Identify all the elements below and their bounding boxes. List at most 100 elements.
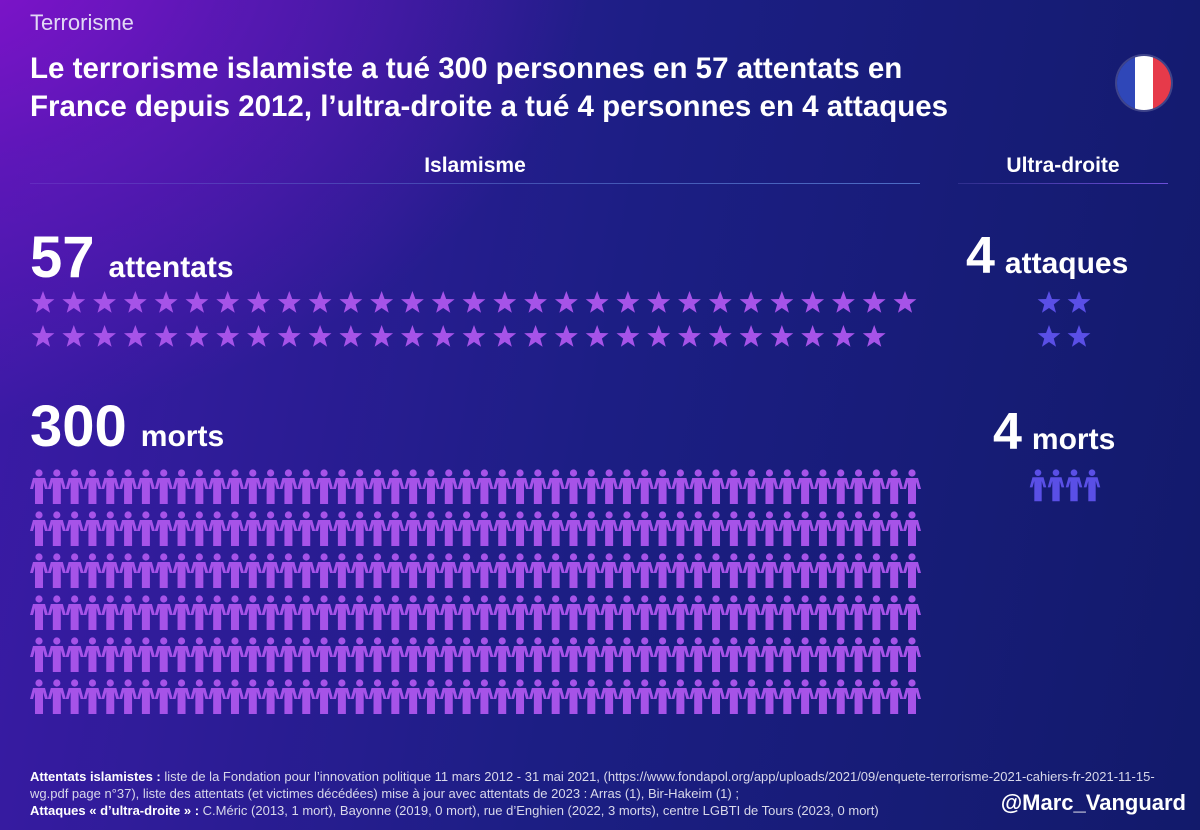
islamisme-death-person — [903, 637, 921, 672]
islamisme-death-person — [350, 469, 369, 504]
islamisme-death-person — [190, 553, 209, 588]
islamisme-death-person — [350, 595, 369, 630]
islamisme-death-person — [243, 553, 262, 588]
islamisme-attack-star — [801, 291, 825, 313]
islamisme-death-person — [849, 637, 868, 672]
islamisme-death-person — [831, 679, 850, 714]
islamisme-death-person — [546, 679, 565, 714]
islamisme-attack-star — [308, 291, 332, 313]
islamisme-attack-star — [277, 291, 301, 313]
islamisme-deaths-label: morts — [140, 420, 225, 453]
islamisme-death-person — [475, 553, 494, 588]
islamisme-attack-star — [339, 325, 363, 347]
ultra-droite-death-person — [1047, 469, 1065, 502]
islamisme-death-person — [511, 595, 530, 630]
islamisme-death-person — [439, 469, 458, 504]
islamisme-death-person — [546, 553, 565, 588]
islamisme-attacks-label: attentats — [108, 251, 234, 284]
islamisme-death-person — [778, 679, 797, 714]
islamisme-death-person — [707, 679, 726, 714]
islamisme-attack-star — [832, 291, 855, 313]
islamisme-attack-star — [801, 325, 825, 347]
islamisme-death-person — [457, 595, 476, 630]
islamisme-death-person — [528, 637, 547, 672]
islamisme-death-person — [119, 469, 138, 504]
islamisme-death-person — [724, 595, 743, 630]
islamisme-death-person — [707, 511, 726, 546]
islamisme-death-person — [707, 553, 726, 588]
islamisme-death-person — [653, 553, 672, 588]
islamisme-death-person — [796, 595, 815, 630]
islamisme-death-person — [457, 511, 476, 546]
islamisme-death-person — [315, 637, 334, 672]
islamisme-attack-star — [370, 325, 394, 347]
islamisme-death-person — [635, 553, 654, 588]
islamisme-attack-star — [31, 325, 55, 347]
islamisme-death-person — [350, 553, 369, 588]
islamisme-death-person — [208, 679, 227, 714]
islamisme-death-person — [154, 679, 173, 714]
islamisme-attack-star — [862, 291, 886, 313]
islamisme-death-person — [404, 637, 423, 672]
sources-footer: Attentats islamistes : liste de la Fonda… — [30, 768, 1190, 819]
islamisme-death-person — [30, 679, 48, 714]
islamisme-death-person — [671, 511, 690, 546]
ultra-droite-attacks-number: 4 — [966, 227, 995, 285]
islamisme-death-person — [778, 595, 797, 630]
islamisme-attack-star — [708, 291, 732, 313]
islamisme-death-person — [689, 511, 708, 546]
islamisme-death-person — [261, 637, 280, 672]
islamisme-death-person — [831, 553, 850, 588]
islamisme-death-person — [493, 511, 512, 546]
islamisme-death-person — [30, 553, 48, 588]
islamisme-death-person — [47, 553, 66, 588]
islamisme-death-person — [564, 595, 583, 630]
islamisme-death-person — [368, 511, 387, 546]
islamisme-death-person — [849, 595, 868, 630]
islamisme-death-person — [546, 595, 565, 630]
ultra-droite-header-rule — [958, 183, 1168, 184]
islamisme-death-person — [119, 595, 138, 630]
islamisme-death-person — [778, 511, 797, 546]
islamisme-death-person — [332, 595, 351, 630]
islamisme-header-rule — [30, 183, 920, 184]
islamisme-attack-star — [185, 291, 209, 313]
ultra-droite-death-person — [1083, 469, 1101, 502]
islamisme-death-person — [796, 679, 815, 714]
islamisme-death-person — [190, 469, 209, 504]
islamisme-death-person — [831, 637, 850, 672]
islamisme-attack-star — [277, 325, 301, 347]
islamisme-death-person — [119, 553, 138, 588]
islamisme-attack-star — [616, 291, 640, 313]
islamisme-death-person — [689, 679, 708, 714]
title-line-1: Le terrorisme islamiste a tué 300 person… — [30, 52, 903, 85]
islamisme-death-person — [671, 553, 690, 588]
islamisme-death-person — [475, 469, 494, 504]
islamisme-death-person — [671, 469, 690, 504]
footer-label-ultra-droite: Attaques « d’ultra-droite » : — [30, 803, 200, 818]
islamisme-death-person — [172, 679, 191, 714]
islamisme-death-person — [528, 595, 547, 630]
islamisme-death-person — [546, 469, 565, 504]
islamisme-death-person — [297, 637, 316, 672]
islamisme-death-person — [742, 511, 761, 546]
islamisme-death-person — [368, 595, 387, 630]
islamisme-deaths-number: 300 — [30, 394, 127, 459]
islamisme-death-person — [386, 553, 405, 588]
islamisme-death-person — [582, 469, 601, 504]
islamisme-death-person — [225, 469, 244, 504]
islamisme-death-person — [279, 469, 298, 504]
islamisme-death-person — [332, 511, 351, 546]
islamisme-death-person — [689, 469, 708, 504]
islamisme-death-person — [190, 511, 209, 546]
islamisme-death-person — [154, 595, 173, 630]
islamisme-death-person — [528, 679, 547, 714]
islamisme-attack-star — [893, 291, 917, 313]
islamisme-death-person — [742, 553, 761, 588]
ultra-droite-deaths-number: 4 — [993, 403, 1022, 461]
author-handle: @Marc_Vanguard — [1000, 790, 1186, 815]
islamisme-death-person — [279, 637, 298, 672]
islamisme-attack-star — [647, 325, 671, 347]
islamisme-death-person — [653, 595, 672, 630]
islamisme-death-person — [617, 553, 636, 588]
